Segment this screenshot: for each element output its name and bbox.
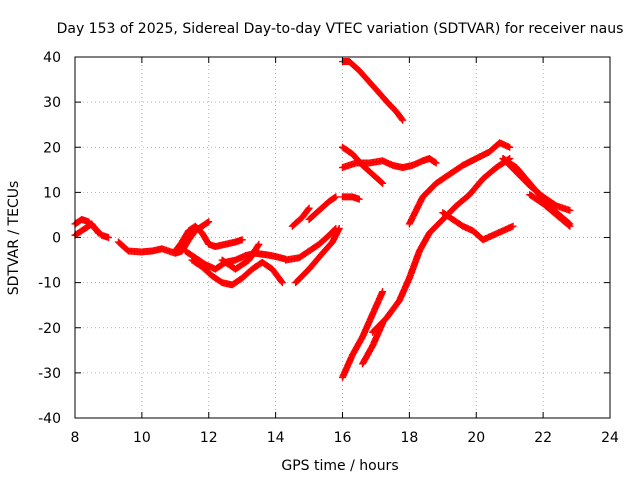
series-arc-afternoon-d (305, 193, 340, 223)
data-points (339, 143, 387, 187)
series-arc-afternoon-c (288, 204, 313, 230)
series-arc-rise-a (339, 288, 387, 381)
series-arc-night-a (439, 209, 517, 244)
data-points (188, 256, 286, 289)
x-tick-label: 24 (601, 430, 619, 446)
x-tick-label: 22 (534, 430, 552, 446)
data-points (339, 193, 363, 203)
x-axis-label: GPS time / hours (281, 458, 398, 474)
x-tick-label: 8 (71, 430, 80, 446)
x-tick-label: 14 (267, 430, 285, 446)
data-points (218, 240, 263, 273)
y-tick-label: 10 (43, 185, 61, 201)
series-arc-rise-c (369, 155, 514, 336)
series-arc-afternoon-a (282, 224, 340, 264)
y-tick-label: 30 (43, 95, 61, 111)
series-layer (71, 58, 574, 381)
series-arc-evening-top (339, 58, 407, 124)
data-points (305, 193, 340, 223)
x-tick-label: 18 (400, 430, 418, 446)
series-arc-rise-b (359, 319, 387, 368)
y-tick-label: -40 (38, 411, 61, 427)
y-tick-label: 0 (52, 231, 61, 247)
series-arc-noon-d (218, 240, 263, 273)
y-tick-label: -30 (38, 366, 61, 382)
series-arc-afternoon-b (292, 224, 343, 287)
grid-layer (75, 57, 610, 418)
y-tick-label: -20 (38, 321, 61, 337)
data-points (439, 209, 517, 244)
x-tick-label: 16 (334, 430, 352, 446)
data-points (526, 191, 574, 230)
x-tick-label: 12 (200, 430, 218, 446)
x-tick-label: 20 (467, 430, 485, 446)
y-tick-label: -10 (38, 276, 61, 292)
data-points (339, 58, 407, 124)
data-points (292, 224, 343, 287)
series-arc-evening-fall (339, 143, 387, 187)
series-arc-rise-d (405, 139, 514, 228)
series-arc-noon-a (171, 222, 246, 255)
tick-layer: 8 10 12 14 16 18 20 22 24 -40 -30 -20 -10 0 10 20 30 40 (38, 50, 619, 446)
series-arc-noon-c (188, 256, 286, 289)
data-points (359, 319, 387, 368)
data-points (339, 288, 387, 381)
data-points (405, 139, 514, 228)
y-tick-label: 20 (43, 140, 61, 156)
series-arc-evening-short (339, 193, 363, 203)
x-tick-label: 10 (133, 430, 151, 446)
chart-title: Day 153 of 2025, Sidereal Day-to-day VTE… (57, 21, 624, 37)
data-points (288, 204, 313, 230)
y-tick-label: 40 (43, 50, 61, 66)
y-axis-label: SDTVAR / TECUs (6, 181, 22, 296)
series-arc-night-d (526, 191, 574, 230)
data-points (369, 155, 514, 336)
data-points (171, 222, 246, 255)
data-points (282, 224, 340, 264)
